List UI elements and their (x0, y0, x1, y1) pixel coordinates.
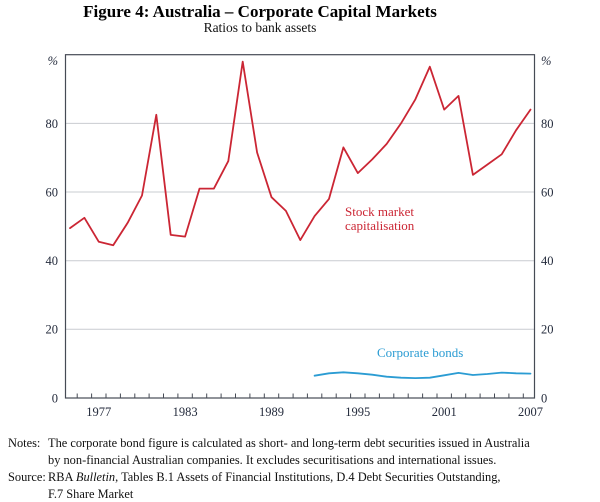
y-tick-label-left: 40 (46, 254, 59, 268)
x-tick-label: 1989 (259, 405, 284, 419)
y-tick-label-left: 60 (46, 185, 59, 199)
x-tick-label: 1995 (345, 405, 370, 419)
series-label-line: Stock market (345, 204, 414, 219)
y-tick-label-right: 0 (541, 391, 547, 405)
y-axis-unit-right: % (541, 54, 551, 68)
source-line-2: F.7 Share Market (48, 487, 134, 501)
source-line-1: RBA Bulletin, Tables B.1 Assets of Finan… (48, 469, 501, 485)
figure-title: Figure 4: Australia – Corporate Capital … (83, 2, 437, 21)
x-tick-label: 1983 (173, 405, 198, 419)
x-tick-label: 2001 (432, 405, 457, 419)
source-label: Source: (8, 470, 46, 484)
notes-line-1: The corporate bond figure is calculated … (48, 436, 530, 450)
notes-label: Notes: (8, 436, 41, 450)
series-label-line: capitalisation (345, 218, 415, 233)
y-tick-label-right: 80 (541, 117, 554, 131)
series-label-stock-market: Stock market capitalisation (345, 205, 414, 233)
y-tick-label-right: 20 (541, 323, 554, 337)
source-prefix: RBA (48, 470, 76, 484)
y-tick-label-right: 40 (541, 254, 554, 268)
chart-svg: 0 0 20 20 40 40 60 60 80 80% % 1977 1983 1989 1995 2001… (46, 54, 554, 419)
source-rest: , Tables B.1 Assets of Financial Institu… (115, 470, 501, 484)
figure-subtitle: Ratios to bank assets (203, 20, 317, 35)
series-label-corporate-bonds: Corporate bonds (377, 345, 464, 360)
y-tick-label-left: 80 (46, 117, 59, 131)
y-tick-label-left: 0 (52, 391, 58, 405)
x-tick-label: 1977 (86, 405, 111, 419)
x-tick-label: 2007 (518, 405, 543, 419)
source-publication: Bulletin (75, 470, 116, 484)
series-line-stock-market (69, 60, 532, 247)
notes-line-2: by non-financial Australian companies. I… (48, 453, 497, 467)
y-axis-unit-left: % (48, 54, 58, 68)
y-tick-label-left: 20 (46, 323, 59, 337)
plot-border (64, 54, 536, 399)
series-line-corporate-bonds (313, 371, 532, 380)
y-tick-label-right: 60 (541, 185, 554, 199)
